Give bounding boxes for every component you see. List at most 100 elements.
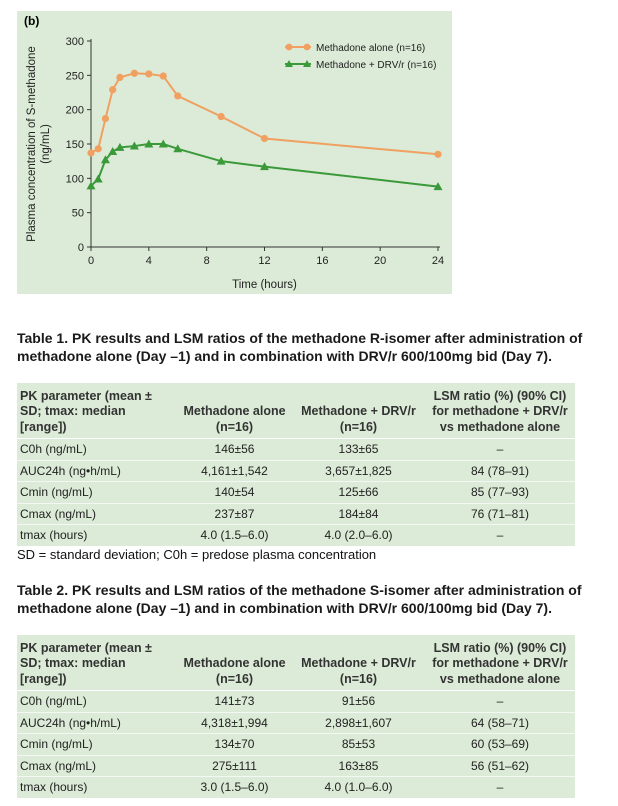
y-axis-title-line: (ng/mL) [40,124,52,164]
table-row-tmax: tmax (hours) 3.0 (1.5–6.0) 4.0 (1.0–6.0) – [17,777,575,798]
x-tick-label: 0 [88,255,94,267]
x-tick-label: 20 [374,255,386,267]
table1-footnote: SD = standard deviation; C0h = predose p… [17,547,377,562]
col-header-parameter: PK parameter (mean ± SD; tmax: median [r… [17,635,177,691]
table1-caption: Table 1. PK results and LSM ratios of th… [17,330,583,364]
legend-label-2: Methadone + DRV/r (n=16) [316,60,436,71]
col-header-parameter: PK parameter (mean ± SD; tmax: median [r… [17,383,177,439]
data-point [144,139,154,148]
data-point [116,73,124,81]
data-point [115,142,125,151]
table-cell: 84 (78–91) [425,460,575,482]
table-cell: 141±73 [177,690,292,713]
legend-label-1: Methadone alone (n=16) [316,43,425,54]
y-tick-label: 250 [66,70,84,82]
table-row-c0h: C0h (ng/mL) 141±73 91±56– [17,690,575,713]
row-label: C0h (ng/mL) [17,438,177,461]
y-tick-label: 0 [78,242,84,254]
table-cell: 91±56 [292,690,425,713]
table-cell: 3,657±1,825 [292,460,425,482]
x-tick-label: 12 [258,255,270,267]
data-point [87,149,95,157]
col-header-methadone-drv: Methadone + DRV/r (n=16) [292,635,425,691]
data-point [100,155,110,164]
row-label: AUC24h (ng•h/mL) [17,712,177,734]
table-header-row: PK parameter (mean ± SD; tmax: median [r… [17,383,575,439]
row-label: AUC24h (ng•h/mL) [17,460,177,482]
panel-label: (b) [24,14,39,28]
table-cell: 85±53 [292,733,425,756]
table-cell: 76 (71–81) [425,503,575,525]
figure-panel: (b) 0 50 100 150 200 250 300 0 4 8 12 16 20 24 Time (ho… [17,11,452,294]
legend-marker [285,43,293,51]
table-row-cmax: Cmax (ng/mL) 275±111 163±85 56 (51–62) [17,755,575,777]
row-label: Cmax (ng/mL) [17,755,177,777]
legend-marker [303,43,311,51]
table1: PK parameter (mean ± SD; tmax: median [r… [17,383,575,546]
series-line-1 [90,72,439,156]
data-point [108,147,118,156]
table-cell: 2,898±1,607 [292,712,425,734]
data-point [174,92,182,100]
table-cell: 85 (77–93) [425,481,575,504]
table2-caption: Table 2. PK results and LSM ratios of th… [17,582,582,616]
table-cell: 237±87 [177,503,292,525]
data-point [93,174,103,183]
table-row-tmax: tmax (hours) 4.0 (1.5–6.0) 4.0 (2.0–6.0) – [17,525,575,546]
table-cell: 275±111 [177,755,292,777]
table-cell: 133±65 [292,438,425,461]
row-label: Cmin (ng/mL) [17,481,177,504]
legend-marker [285,60,293,67]
data-point [433,182,443,191]
y-tick-label: 50 [72,208,84,220]
data-point [260,134,269,143]
y-axis-title-line: Plasma concentration of S-methadone [26,46,38,242]
table-row-auc24h: AUC24h (ng•h/mL) 4,161±1,542 3,657±1,825 84… [17,460,575,482]
x-tick-label: 8 [204,255,210,267]
y-tick-label: 200 [66,105,84,117]
table-cell: 140±54 [177,481,292,504]
data-point [217,112,225,121]
data-point [94,145,102,153]
data-point [145,70,153,78]
table-cell: – [496,780,504,795]
table-cell: 64 (58–71) [425,712,575,734]
col-header-methadone-alone: Methadone alone (n=16) [177,383,292,439]
table-cell: 125±66 [292,481,425,504]
table-cell: – [425,690,575,713]
col-header-methadone-drv: Methadone + DRV/r (n=16) [292,383,425,439]
table-cell: – [496,528,504,543]
table-row-cmax: Cmax (ng/mL) 237±87 184±84 76 (71–81) [17,503,575,525]
row-label: Cmin (ng/mL) [17,733,177,756]
table-row-cmin: Cmin (ng/mL) 134±70 85±53 60 (53–69) [17,733,575,756]
table-cell: 4,318±1,994 [177,712,292,734]
row-label: Cmax (ng/mL) [17,503,177,525]
table-cell: 4.0 (1.0–6.0) [324,780,393,795]
table-cell: 4.0 (2.0–6.0) [324,528,393,543]
row-label: tmax (hours) [20,528,88,543]
col-header-lsm-ratio: LSM ratio (%) (90% CI) for methadone + D… [425,635,575,691]
col-header-methadone-alone: Methadone alone (n=16) [177,635,292,691]
data-point [158,139,168,148]
data-point [173,144,183,153]
data-point [109,86,117,94]
row-label: C0h (ng/mL) [17,690,177,713]
x-axis-title: Time (hours) [232,279,297,291]
table-cell: 146±56 [177,438,292,461]
table-row-c0h: C0h (ng/mL) 146±56 133±65– [17,438,575,461]
table-cell: 3.0 (1.5–6.0) [200,780,269,795]
data-point [434,150,442,158]
table-cell: 60 (53–69) [425,733,575,756]
x-tick-label: 24 [432,255,444,267]
data-point [159,72,167,80]
y-tick-label: 150 [66,139,84,151]
table-cell: 163±85 [292,755,425,777]
data-point [86,181,96,190]
table-cell: 4,161±1,542 [177,460,292,482]
table-header-row: PK parameter (mean ± SD; tmax: median [r… [17,635,575,691]
table-cell: 4.0 (1.5–6.0) [200,528,269,543]
data-point [101,114,110,123]
y-tick-label: 300 [66,36,84,48]
table1-body: C0h (ng/mL) 146±56 133±65– AUC24h (ng•h/mL)… [17,438,575,546]
data-point [130,69,138,77]
